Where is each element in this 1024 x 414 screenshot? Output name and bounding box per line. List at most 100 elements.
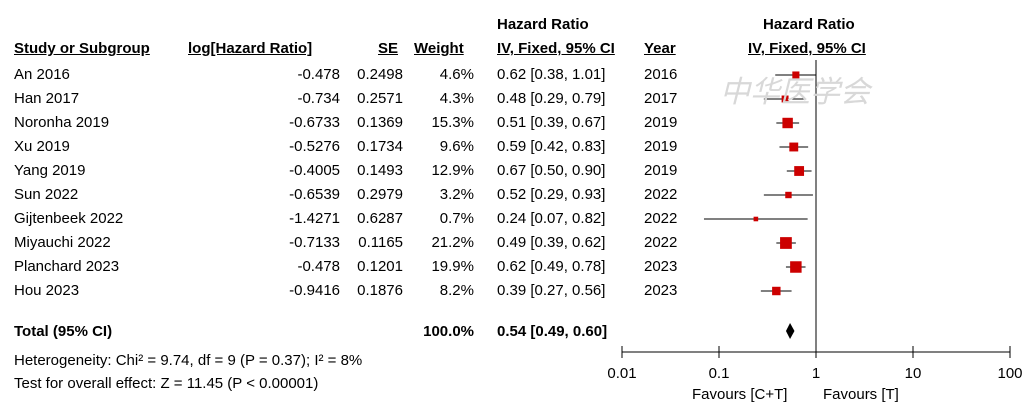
weight-header: Weight bbox=[414, 40, 464, 57]
table-row: Hou 2023 -0.9416 0.1876 8.2% 0.39 [0.27, 0.5… bbox=[0, 282, 700, 306]
plot-method-header: IV, Fixed, 95% CI bbox=[748, 40, 866, 57]
loghr-value: -0.478 bbox=[297, 258, 340, 275]
heterogeneity-text: Heterogeneity: Chi² = 9.74, df = 9 (P = … bbox=[14, 352, 363, 369]
study-name: Xu 2019 bbox=[14, 138, 70, 155]
weight-value: 15.3% bbox=[431, 114, 474, 131]
loghr-value: -1.4271 bbox=[289, 210, 340, 227]
loghr-header: log[Hazard Ratio] bbox=[188, 40, 313, 57]
point-estimate-square bbox=[781, 95, 789, 103]
table-row: Miyauchi 2022 -0.7133 0.1165 21.2% 0.49 [0.3… bbox=[0, 234, 700, 258]
watermark: 中华医学会 bbox=[720, 76, 873, 109]
study-name: Yang 2019 bbox=[14, 162, 86, 179]
table-row: Yang 2019 -0.4005 0.1493 12.9% 0.67 [0.50, 0… bbox=[0, 162, 700, 186]
point-estimate-square bbox=[789, 142, 799, 152]
hr-ci-value: 0.51 [0.39, 0.67] bbox=[497, 114, 606, 131]
year-value: 2022 bbox=[644, 186, 678, 203]
weight-value: 4.3% bbox=[439, 90, 474, 107]
year-value: 2023 bbox=[644, 258, 678, 275]
weight-value: 3.2% bbox=[439, 186, 474, 203]
point-estimate-square bbox=[780, 237, 792, 249]
point-estimate-square bbox=[782, 117, 793, 129]
table-row: Xu 2019 -0.5276 0.1734 9.6% 0.59 [0.42, 0.83… bbox=[0, 138, 700, 162]
year-value: 2022 bbox=[644, 210, 678, 227]
se-value: 0.1369 bbox=[357, 114, 403, 131]
loghr-value: -0.7133 bbox=[289, 234, 340, 251]
study-name: An 2016 bbox=[14, 66, 70, 83]
year-value: 2019 bbox=[644, 114, 678, 131]
x-tick-label: 0.1 bbox=[709, 365, 730, 382]
hr-ci-value: 0.62 [0.38, 1.01] bbox=[497, 66, 606, 83]
weight-value: 12.9% bbox=[431, 162, 474, 179]
point-estimate-square bbox=[753, 216, 759, 222]
study-name: Hou 2023 bbox=[14, 282, 80, 299]
table-row: An 2016 -0.478 0.2498 4.6% 0.62 [0.38, 1.01]… bbox=[0, 66, 700, 90]
year-value: 2017 bbox=[644, 90, 678, 107]
loghr-value: -0.5276 bbox=[289, 138, 340, 155]
se-value: 0.2498 bbox=[357, 66, 403, 83]
hr-ci-value: 0.59 [0.42, 0.83] bbox=[497, 138, 606, 155]
se-value: 0.1493 bbox=[357, 162, 403, 179]
se-value: 0.1876 bbox=[357, 282, 403, 299]
point-estimate-square bbox=[790, 261, 802, 273]
x-tick-label: 10 bbox=[905, 365, 922, 382]
year-header: Year bbox=[644, 40, 676, 57]
se-value: 0.2979 bbox=[357, 186, 403, 203]
total-ci: 0.54 [0.49, 0.60] bbox=[497, 323, 608, 340]
total-weight: 100.0% bbox=[423, 323, 474, 340]
point-estimate-square bbox=[792, 71, 800, 79]
weight-value: 9.6% bbox=[439, 138, 474, 155]
weight-value: 4.6% bbox=[439, 66, 474, 83]
pooled-diamond bbox=[785, 323, 795, 339]
study-header: Study or Subgroup bbox=[14, 40, 150, 57]
year-value: 2016 bbox=[644, 66, 678, 83]
se-value: 0.1734 bbox=[357, 138, 403, 155]
x-tick-label: 100 bbox=[997, 365, 1022, 382]
study-name: Han 2017 bbox=[14, 90, 80, 107]
hr-header-top: Hazard Ratio bbox=[497, 16, 589, 33]
loghr-value: -0.6733 bbox=[289, 114, 340, 131]
loghr-value: -0.9416 bbox=[289, 282, 340, 299]
loghr-value: -0.6539 bbox=[289, 186, 340, 203]
year-value: 2022 bbox=[644, 234, 678, 251]
table-row: Gijtenbeek 2022 -1.4271 0.6287 0.7% 0.24 [0.… bbox=[0, 210, 700, 234]
hr-ci-value: 0.24 [0.07, 0.82] bbox=[497, 210, 606, 227]
se-header: SE bbox=[378, 40, 399, 57]
hr-method-header: IV, Fixed, 95% CI bbox=[497, 40, 615, 57]
table-row: Planchard 2023 -0.478 0.1201 19.9% 0.62 [0.4… bbox=[0, 258, 700, 282]
table-row: Noronha 2019 -0.6733 0.1369 15.3% 0.51 [0.39… bbox=[0, 114, 700, 138]
weight-value: 21.2% bbox=[431, 234, 474, 251]
table-row: Sun 2022 -0.6539 0.2979 3.2% 0.52 [0.29, 0.9… bbox=[0, 186, 700, 210]
overall-effect-text: Test for overall effect: Z = 11.45 (P < … bbox=[14, 375, 319, 392]
loghr-value: -0.4005 bbox=[289, 162, 340, 179]
year-value: 2019 bbox=[644, 162, 678, 179]
loghr-value: -0.734 bbox=[297, 90, 340, 107]
x-tick-label: 0.01 bbox=[607, 365, 636, 382]
weight-value: 0.7% bbox=[439, 210, 474, 227]
study-name: Sun 2022 bbox=[14, 186, 79, 203]
favours-left-label: Favours [C+T] bbox=[692, 386, 788, 403]
hr-ci-value: 0.52 [0.29, 0.93] bbox=[497, 186, 606, 203]
point-estimate-square bbox=[772, 286, 781, 296]
study-name: Noronha 2019 bbox=[14, 114, 110, 131]
hr-ci-value: 0.49 [0.39, 0.62] bbox=[497, 234, 606, 251]
hr-ci-value: 0.39 [0.27, 0.56] bbox=[497, 282, 606, 299]
point-estimate-square bbox=[794, 166, 805, 176]
plot-header-top: Hazard Ratio bbox=[763, 16, 855, 33]
study-name: Gijtenbeek 2022 bbox=[14, 210, 124, 227]
study-name: Planchard 2023 bbox=[14, 258, 120, 275]
favours-right-label: Favours [T] bbox=[823, 386, 899, 403]
hr-ci-value: 0.48 [0.29, 0.79] bbox=[497, 90, 606, 107]
table-row: Han 2017 -0.734 0.2571 4.3% 0.48 [0.29, 0.79… bbox=[0, 90, 700, 114]
study-name: Miyauchi 2022 bbox=[14, 234, 111, 251]
se-value: 0.1201 bbox=[357, 258, 403, 275]
se-value: 0.2571 bbox=[357, 90, 403, 107]
total-label: Total (95% CI) bbox=[14, 323, 113, 340]
point-estimate-square bbox=[785, 191, 792, 199]
se-value: 0.6287 bbox=[357, 210, 403, 227]
hr-ci-value: 0.67 [0.50, 0.90] bbox=[497, 162, 606, 179]
weight-value: 19.9% bbox=[431, 258, 474, 275]
hr-ci-value: 0.62 [0.49, 0.78] bbox=[497, 258, 606, 275]
year-value: 2023 bbox=[644, 282, 678, 299]
year-value: 2019 bbox=[644, 138, 678, 155]
